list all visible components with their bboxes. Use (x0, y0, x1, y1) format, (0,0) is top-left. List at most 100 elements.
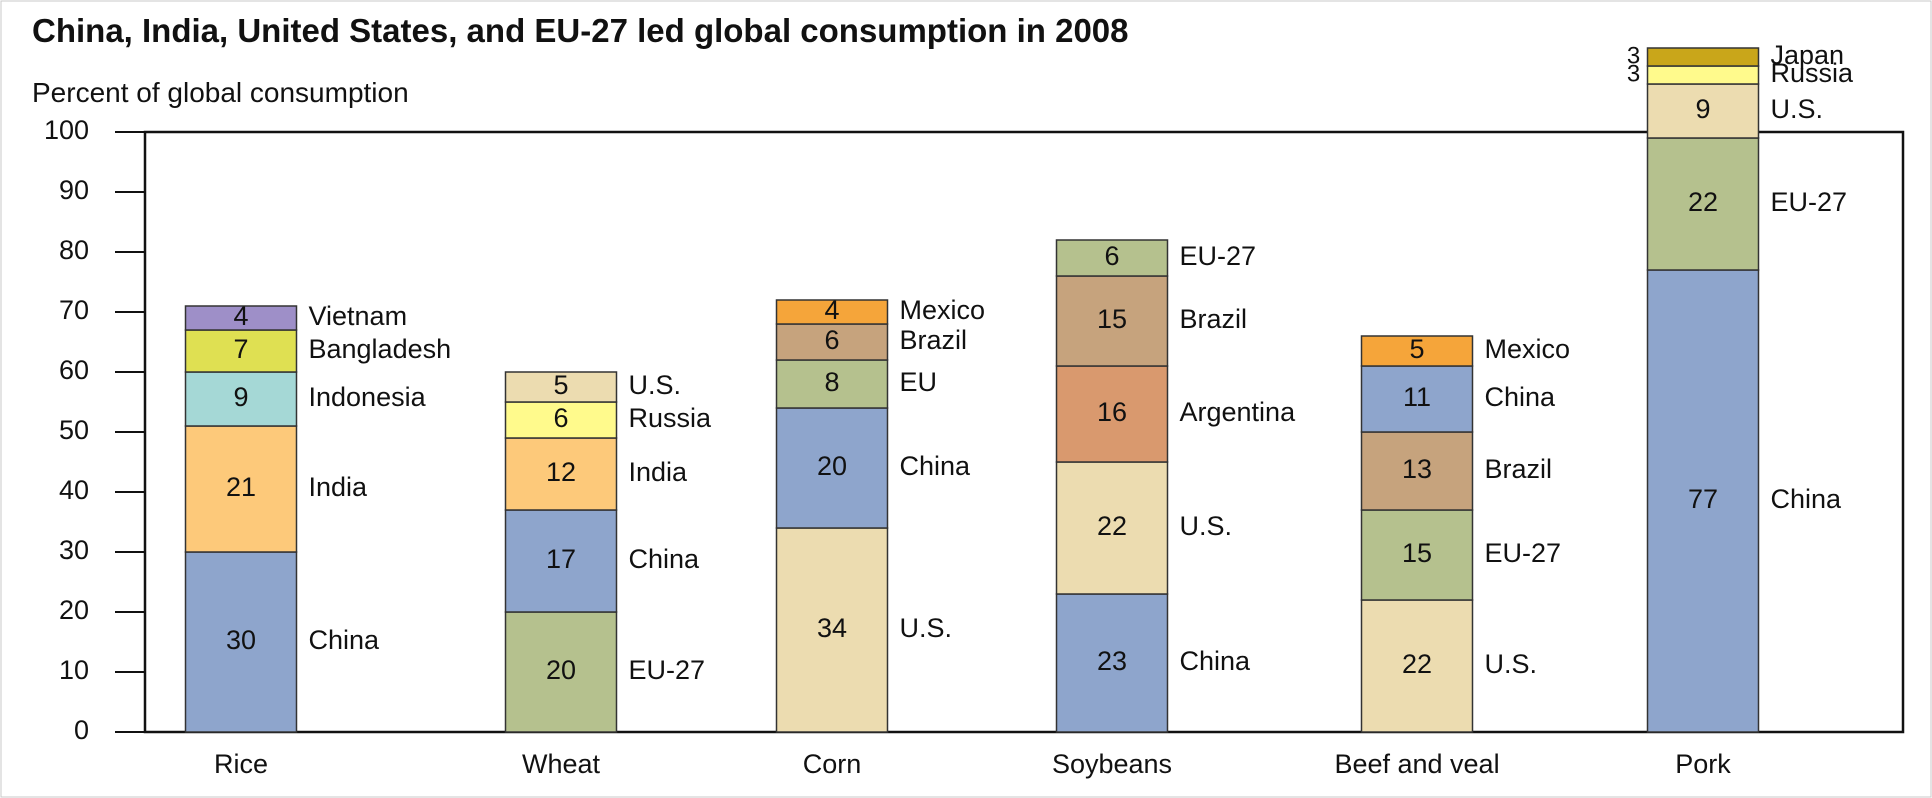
y-tick-label: 70 (59, 295, 89, 325)
bar-segment (1646, 83, 1760, 139)
x-tick-label: Corn (803, 749, 862, 779)
segment-label: India (309, 472, 369, 502)
segment-label: China (309, 625, 381, 655)
segment-label: Argentina (1180, 397, 1297, 427)
segment-label: China (900, 451, 972, 481)
bar-segment (184, 305, 298, 331)
segment-label: Brazil (900, 325, 968, 355)
y-tick-label: 30 (59, 535, 89, 565)
bar-segment (184, 425, 298, 553)
y-tick-label: 20 (59, 595, 89, 625)
y-tick-label: 0 (74, 715, 89, 745)
bar-segment (184, 329, 298, 373)
segment-label: EU-27 (1485, 538, 1562, 568)
bar-segment (1360, 365, 1474, 433)
value-label: 22 (1688, 187, 1718, 217)
value-label: 11 (1403, 382, 1431, 412)
bar-segment (1055, 593, 1169, 733)
bar-segment (775, 527, 889, 733)
value-label: 13 (1402, 454, 1432, 484)
bar-segment (775, 299, 889, 325)
bar-segment (1646, 137, 1760, 271)
bar-segment (1360, 509, 1474, 601)
bar-segment (775, 407, 889, 529)
y-tick-label: 10 (59, 655, 89, 685)
value-label: 20 (817, 451, 847, 481)
y-tick-label: 90 (59, 175, 89, 205)
y-tick-label: 60 (59, 355, 89, 385)
value-label: 77 (1688, 484, 1718, 514)
bar-segment (504, 401, 618, 439)
value-label: 4 (824, 295, 839, 325)
segment-label: China (629, 544, 701, 574)
segment-label: Bangladesh (309, 334, 452, 364)
bar-segment (1360, 599, 1474, 733)
segment-label: India (629, 457, 689, 487)
bar-segment (1360, 335, 1474, 367)
segment-label: Russia (1771, 58, 1855, 88)
x-tick-label: Beef and veal (1334, 749, 1499, 779)
bar-segment (1055, 239, 1169, 277)
segment-label: China (1771, 484, 1843, 514)
value-label: 8 (824, 367, 839, 397)
value-label: 22 (1402, 649, 1432, 679)
segment-label: EU-27 (1771, 187, 1848, 217)
y-tick-label: 100 (44, 115, 89, 145)
segment-label: U.S. (900, 613, 953, 643)
value-label: 3 (1627, 42, 1640, 69)
value-label: 15 (1402, 538, 1432, 568)
x-tick-label: Soybeans (1052, 749, 1172, 779)
value-label: 6 (553, 403, 568, 433)
chart-title: China, India, United States, and EU-27 l… (32, 12, 1129, 49)
value-label: 23 (1097, 646, 1127, 676)
segment-label: Mexico (900, 295, 986, 325)
value-label: 15 (1097, 304, 1127, 334)
value-label: 5 (553, 370, 568, 400)
bar-segment (1646, 269, 1760, 733)
segment-label: Japan (1771, 40, 1845, 70)
bar-segment (1055, 275, 1169, 367)
value-label: 9 (1695, 94, 1710, 124)
segment-label: EU-27 (629, 655, 706, 685)
segment-label: Brazil (1180, 304, 1248, 334)
value-label: 7 (233, 334, 248, 364)
value-label: 6 (1104, 241, 1119, 271)
plot-frame (143, 130, 1905, 734)
segment-label: Russia (629, 403, 713, 433)
x-tick-label: Rice (214, 749, 268, 779)
value-label: 3 (1627, 60, 1640, 87)
value-label: 17 (546, 544, 576, 574)
value-label: 21 (226, 472, 256, 502)
segment-label: Indonesia (309, 382, 427, 412)
segment-label: U.S. (1771, 94, 1824, 124)
value-label: 34 (817, 613, 847, 643)
y-tick-label: 40 (59, 475, 89, 505)
segment-label: U.S. (1485, 649, 1538, 679)
bar-segment (504, 371, 618, 403)
segment-label: EU (900, 367, 938, 397)
value-label: 4 (233, 301, 248, 331)
value-label: 16 (1097, 397, 1127, 427)
y-tick-label: 50 (59, 415, 89, 445)
segment-label: Mexico (1485, 334, 1571, 364)
bar-segment (1646, 47, 1760, 67)
value-label: 20 (546, 655, 576, 685)
x-tick-label: Pork (1675, 749, 1731, 779)
bar-segment (504, 509, 618, 613)
subtitle: Percent of global consumption (32, 77, 409, 108)
bar-segment (1646, 65, 1760, 85)
x-tick-label: Wheat (522, 749, 601, 779)
bar-segment (504, 437, 618, 511)
value-label: 12 (546, 457, 576, 487)
segment-label: Brazil (1485, 454, 1553, 484)
segment-label: U.S. (1180, 511, 1233, 541)
bar-segment (1360, 431, 1474, 511)
value-label: 22 (1097, 511, 1127, 541)
segment-label: U.S. (629, 370, 682, 400)
value-label: 6 (824, 325, 839, 355)
segment-label: EU-27 (1180, 241, 1257, 271)
bar-segment (1055, 365, 1169, 463)
